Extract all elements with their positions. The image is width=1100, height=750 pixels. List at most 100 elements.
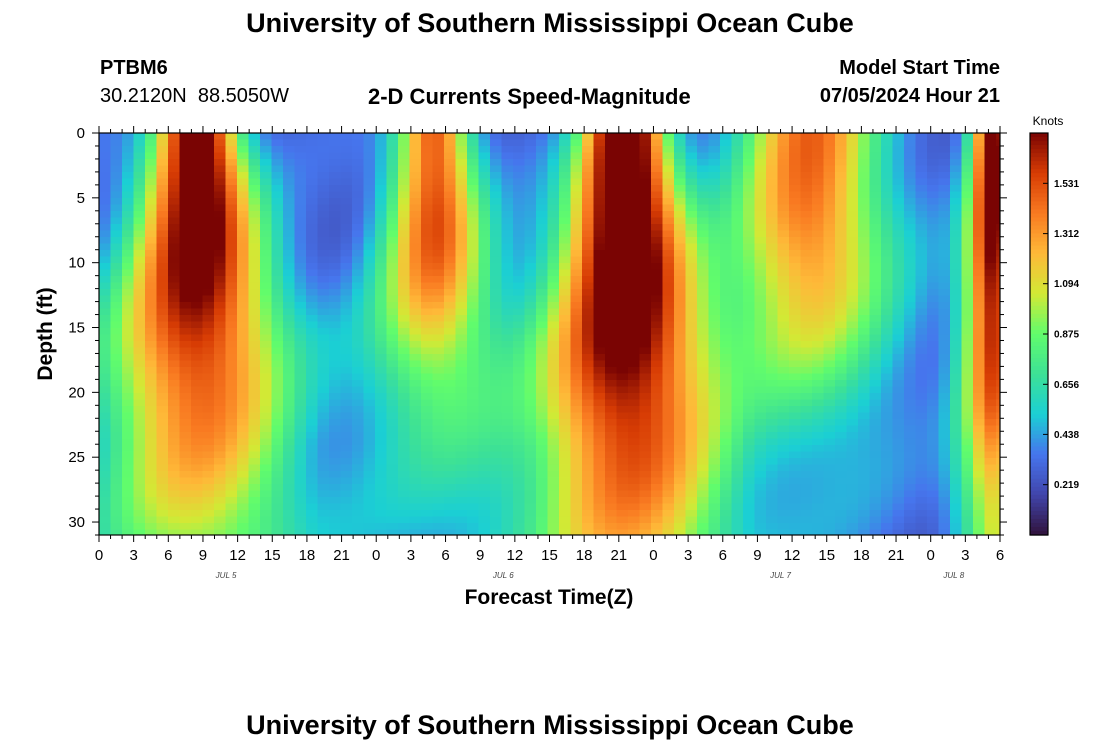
heatmap-cell (996, 263, 1000, 271)
heatmap-cell (168, 341, 181, 349)
heatmap-cell (559, 334, 572, 342)
heatmap-cell (593, 406, 606, 414)
heatmap-cell (674, 464, 687, 472)
heatmap-cell (881, 328, 894, 336)
heatmap-cell (455, 438, 468, 446)
heatmap-cell (754, 315, 767, 323)
heatmap-cell (317, 445, 330, 453)
heatmap-cell (490, 263, 503, 271)
heatmap-cell (915, 269, 928, 277)
heatmap-cell (99, 217, 112, 225)
heatmap-cell (375, 406, 388, 414)
heatmap-cell (271, 185, 284, 193)
heatmap-cell (789, 490, 802, 498)
heatmap-cell (421, 464, 434, 472)
heatmap-cell (501, 477, 514, 485)
heatmap-cell (317, 198, 330, 206)
heatmap-cell (858, 399, 871, 407)
heatmap-cell (892, 152, 905, 160)
heatmap-cell (697, 191, 710, 199)
heatmap-cell (823, 185, 836, 193)
heatmap-cell (927, 217, 940, 225)
heatmap-cell (133, 360, 146, 368)
heatmap-cell (858, 295, 871, 303)
heatmap-cell (628, 477, 641, 485)
heatmap-cell (938, 516, 951, 524)
heatmap-cell (99, 425, 112, 433)
heatmap-cell (973, 204, 986, 212)
heatmap-cell (869, 497, 882, 505)
heatmap-cell (605, 198, 618, 206)
heatmap-cell (754, 477, 767, 485)
heatmap-cell (375, 471, 388, 479)
heatmap-cell (179, 133, 192, 141)
heatmap-cell (674, 211, 687, 219)
heatmap-cell (881, 256, 894, 264)
heatmap-cell (812, 510, 825, 518)
heatmap-cell (168, 217, 181, 225)
heatmap-cell (858, 490, 871, 498)
heatmap-cell (915, 165, 928, 173)
heatmap-cell (858, 497, 871, 505)
heatmap-cell (570, 477, 583, 485)
heatmap-cell (593, 243, 606, 251)
heatmap-cell (961, 295, 974, 303)
heatmap-cell (616, 139, 629, 147)
heatmap-cell (168, 529, 181, 535)
heatmap-cell (651, 302, 664, 310)
heatmap-cell (628, 386, 641, 394)
heatmap-cell (398, 484, 411, 492)
heatmap-cell (386, 321, 399, 329)
heatmap-cell (697, 347, 710, 355)
heatmap-cell (927, 185, 940, 193)
heatmap-cell (168, 347, 181, 355)
heatmap-cell (789, 477, 802, 485)
heatmap-cell (881, 133, 894, 141)
heatmap-cell (720, 237, 733, 245)
heatmap-cell (766, 315, 779, 323)
heatmap-cell (455, 198, 468, 206)
heatmap-cell (927, 198, 940, 206)
heatmap-cell (938, 289, 951, 297)
heatmap-cell (110, 302, 123, 310)
heatmap-cell (386, 432, 399, 440)
heatmap-cell (547, 315, 560, 323)
heatmap-cell (938, 211, 951, 219)
heatmap-cell (915, 321, 928, 329)
heatmap-cell (467, 185, 480, 193)
heatmap-cell (99, 172, 112, 180)
heatmap-cell (674, 438, 687, 446)
heatmap-cell (455, 464, 468, 472)
heatmap-cell (202, 315, 215, 323)
heatmap-cell (777, 243, 790, 251)
heatmap-cell (858, 516, 871, 524)
heatmap-cell (697, 152, 710, 160)
heatmap-cell (892, 146, 905, 154)
heatmap-cell (363, 178, 376, 186)
heatmap-cell (478, 445, 491, 453)
heatmap-cell (651, 328, 664, 336)
heatmap-cell (823, 432, 836, 440)
heatmap-cell (271, 432, 284, 440)
heatmap-cell (754, 523, 767, 531)
heatmap-cell (352, 321, 365, 329)
heatmap-cell (145, 295, 158, 303)
heatmap-cell (950, 315, 963, 323)
heatmap-cell (145, 516, 158, 524)
heatmap-cell (789, 393, 802, 401)
heatmap-cell (398, 204, 411, 212)
heatmap-cell (996, 406, 1000, 414)
heatmap-cell (409, 152, 422, 160)
heatmap-cell (398, 341, 411, 349)
heatmap-cell (685, 152, 698, 160)
heatmap-cell (766, 412, 779, 420)
heatmap-cell (386, 224, 399, 232)
heatmap-cell (593, 146, 606, 154)
heatmap-cell (835, 165, 848, 173)
heatmap-cell (294, 211, 307, 219)
heatmap-cell (490, 490, 503, 498)
heatmap-cell (306, 204, 319, 212)
heatmap-cell (271, 529, 284, 535)
heatmap-cell (927, 354, 940, 362)
heatmap-cell (352, 237, 365, 245)
